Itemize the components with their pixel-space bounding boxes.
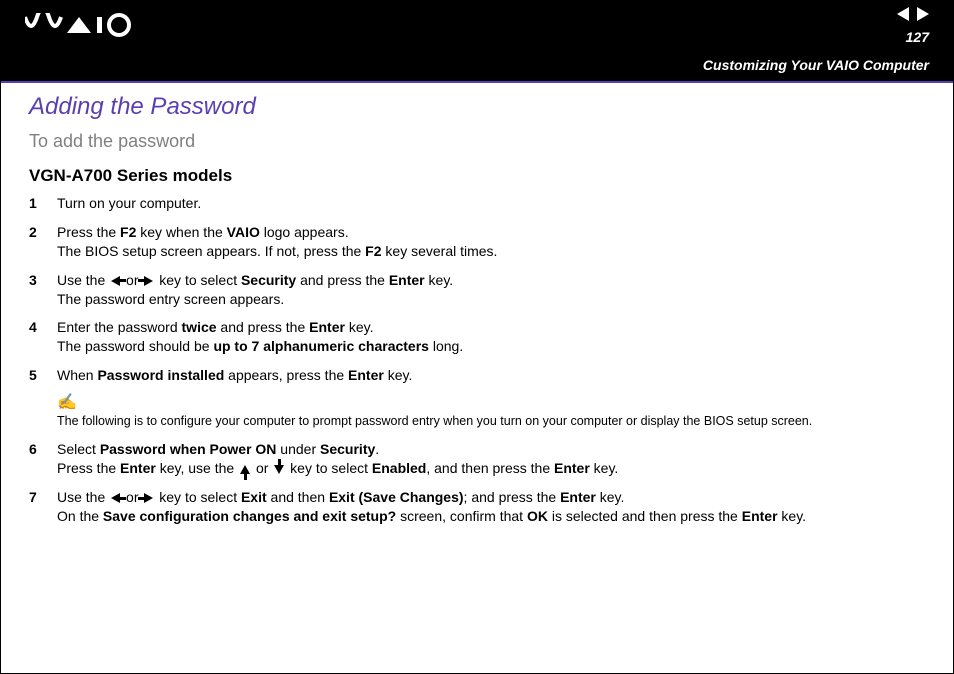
prev-page-icon[interactable] [897,7,909,21]
page-title: Adding the Password [29,93,925,121]
nav-arrows [897,7,929,21]
step-body: When Password installed appears, press t… [57,366,925,385]
model-heading: VGN-A700 Series models [29,166,925,186]
note-text: The following is to configure your compu… [57,413,925,430]
next-page-icon[interactable] [917,7,929,21]
arrow-right-icon [144,276,153,286]
step-number: 1 [29,194,57,213]
step-body: Enter the password twice and press the E… [57,318,925,356]
step-5: 5 When Password installed appears, press… [29,366,925,385]
step-6: 6 Select Password when Power ON under Se… [29,440,925,478]
note-icon: ✍ [57,395,925,411]
step-number: 5 [29,366,57,385]
steps-list: 1 Turn on your computer. 2 Press the F2 … [29,194,925,526]
step-body: Press the F2 key when the VAIO logo appe… [57,223,925,261]
step-number: 2 [29,223,57,261]
step-body: Use the or key to select Security and pr… [57,271,925,309]
arrow-right-icon [144,493,153,503]
page-subtitle: To add the password [29,131,925,152]
arrow-down-icon [274,465,284,474]
arrow-left-icon [111,493,120,503]
arrow-up-icon [240,465,250,474]
step-7: 7 Use the or key to select Exit and then… [29,488,925,526]
vaio-logo [25,13,135,37]
step-body: Select Password when Power ON under Secu… [57,440,925,478]
content-area: Adding the Password To add the password … [1,83,953,526]
header-rule [1,81,953,83]
step-number: 4 [29,318,57,356]
page-header: 127 Customizing Your VAIO Computer [1,1,953,83]
section-label: Customizing Your VAIO Computer [703,57,929,73]
page-number: 127 [906,29,929,45]
step-number: 3 [29,271,57,309]
step-2: 2 Press the F2 key when the VAIO logo ap… [29,223,925,261]
step-1: 1 Turn on your computer. [29,194,925,213]
arrow-left-icon [111,276,120,286]
step-body: Use the or key to select Exit and then E… [57,488,925,526]
step-body: Turn on your computer. [57,194,925,213]
step-4: 4 Enter the password twice and press the… [29,318,925,356]
step-3: 3 Use the or key to select Security and … [29,271,925,309]
note-block: ✍ The following is to configure your com… [57,395,925,430]
step-number: 7 [29,488,57,526]
step-number: 6 [29,440,57,478]
